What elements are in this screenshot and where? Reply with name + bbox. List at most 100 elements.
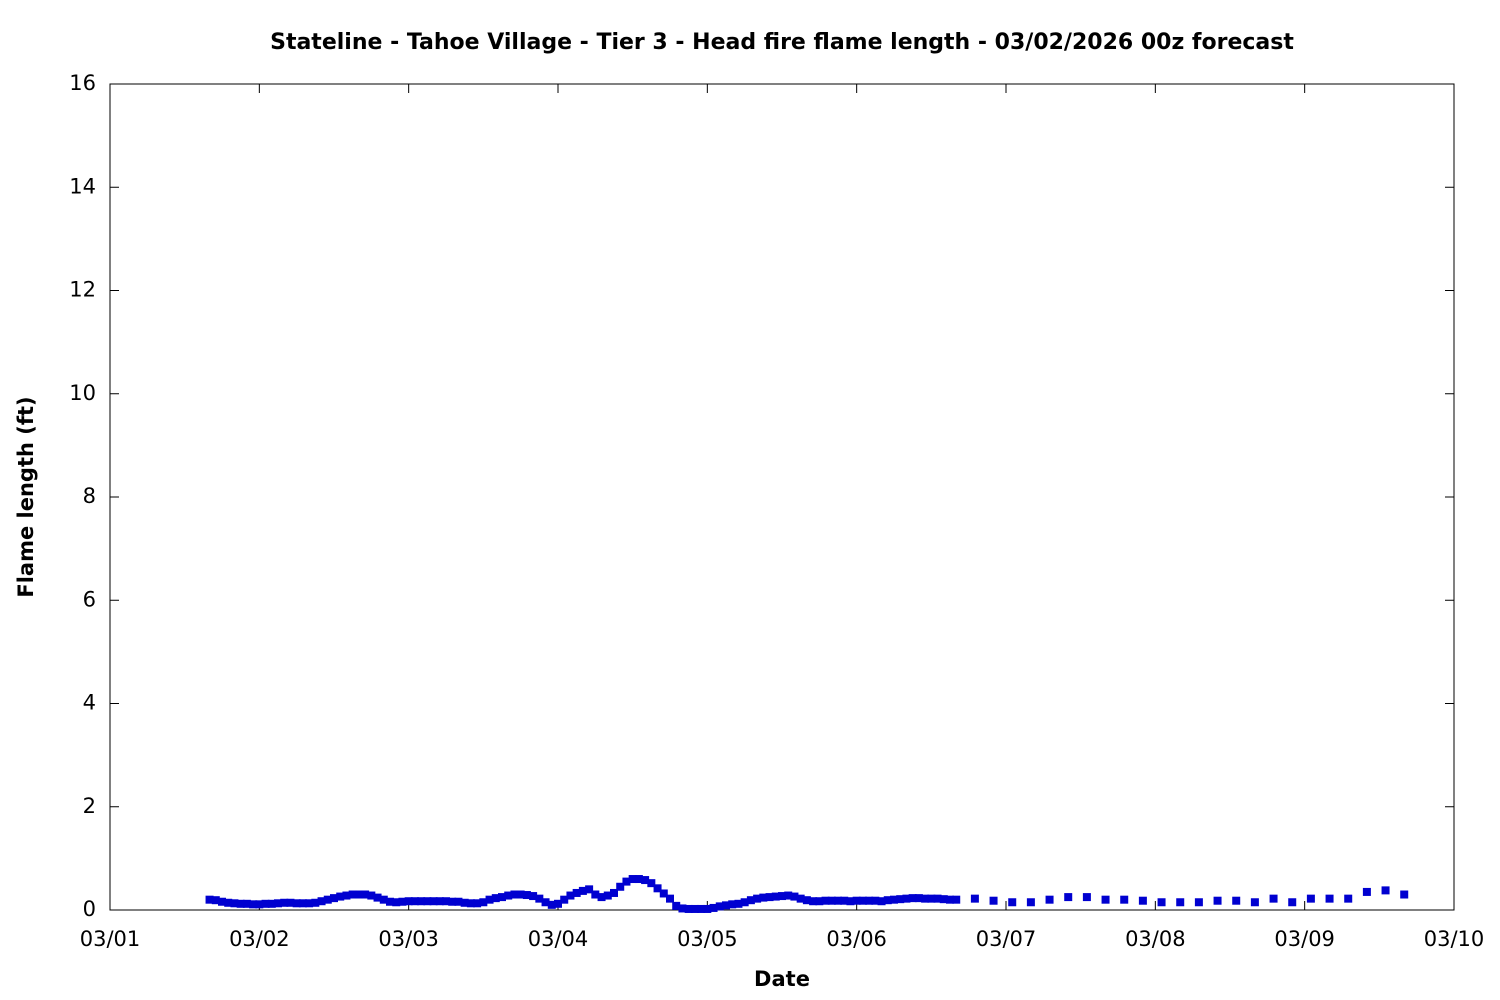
data-point [1082,893,1091,902]
data-point [771,892,780,901]
chart-title: Stateline - Tahoe Village - Tier 3 - Hea… [270,30,1294,55]
data-point [740,898,749,907]
data-point [274,899,282,908]
data-point [753,894,762,903]
data-point [541,898,550,907]
data-point [1325,894,1334,903]
data-point [1362,887,1371,896]
data-point [821,896,830,905]
data-point [373,893,382,902]
data-point [236,899,245,908]
data-point [224,898,233,907]
data-point [547,900,556,909]
data-point [498,893,506,902]
data-point [442,897,450,906]
data-point [697,904,706,913]
data-point [348,890,357,899]
data-point [404,897,413,906]
data-point [840,896,849,905]
data-point [280,898,289,907]
data-point [802,896,811,905]
data-point [491,894,500,903]
data-point [230,899,239,908]
x-axis-label: Date [754,967,810,991]
data-point [809,897,818,906]
data-point [1288,898,1297,907]
data-point [970,894,979,903]
data-point [473,899,482,908]
data-point [454,897,463,906]
data-point [342,891,351,900]
data-point [354,890,363,899]
plot-frame [109,83,1455,911]
x-tick-label: 03/09 [1274,927,1335,951]
data-point [429,897,438,906]
y-tick-label: 16 [69,71,96,95]
y-tick-label: 14 [69,174,96,198]
data-point [653,884,662,893]
data-point [317,897,326,906]
data-point [323,895,332,904]
data-point [883,896,892,905]
data-point [255,900,264,909]
data-point [672,901,681,910]
x-tick-label: 03/03 [378,927,439,951]
data-point [709,903,718,912]
y-tick-label: 0 [83,897,96,921]
data-point [510,890,519,899]
y-axis-label: Flame length (ft) [14,396,38,597]
y-tick-label: 8 [83,484,96,508]
data-point [1344,894,1353,903]
data-point [361,890,370,899]
data-point [690,904,699,913]
data-point [386,897,394,906]
data-point [211,896,220,905]
data-point [846,897,855,906]
data-point [535,894,544,903]
data-point [1008,898,1017,907]
data-point [286,898,295,907]
data-point [790,892,799,901]
data-point [796,894,805,903]
data-point [746,896,755,905]
data-point [927,894,936,903]
data-point [1120,895,1129,904]
data-point [728,900,737,909]
x-tick-label: 03/05 [677,927,738,951]
y-tick-label: 12 [69,278,96,302]
data-point [939,895,948,904]
data-point [554,899,562,908]
data-point [423,897,432,906]
data-point [914,894,923,903]
data-point [921,894,930,903]
data-point [634,875,643,884]
data-point [485,895,494,904]
data-point [666,894,674,903]
data-point [734,899,743,908]
data-point [933,894,942,903]
data-point [871,896,880,905]
data-point [597,893,606,902]
data-point [902,894,911,903]
data-point [715,902,724,911]
data-point [460,898,469,907]
x-tick-label: 03/07 [976,927,1037,951]
data-point [908,894,917,903]
data-point [890,895,898,904]
data-point [1250,898,1259,907]
data-point [392,898,401,907]
data-point [479,898,488,907]
data-point [529,892,538,901]
data-point [566,891,575,900]
x-tick-label: 03/10 [1424,927,1485,951]
data-point [242,899,251,908]
x-tick-label: 03/02 [229,927,290,951]
y-tick-label: 2 [83,794,96,818]
data-point [865,896,874,905]
data-point [1176,898,1185,907]
data-point [572,888,581,897]
data-point [1138,896,1147,905]
data-point [466,899,475,908]
data-point [417,897,426,906]
